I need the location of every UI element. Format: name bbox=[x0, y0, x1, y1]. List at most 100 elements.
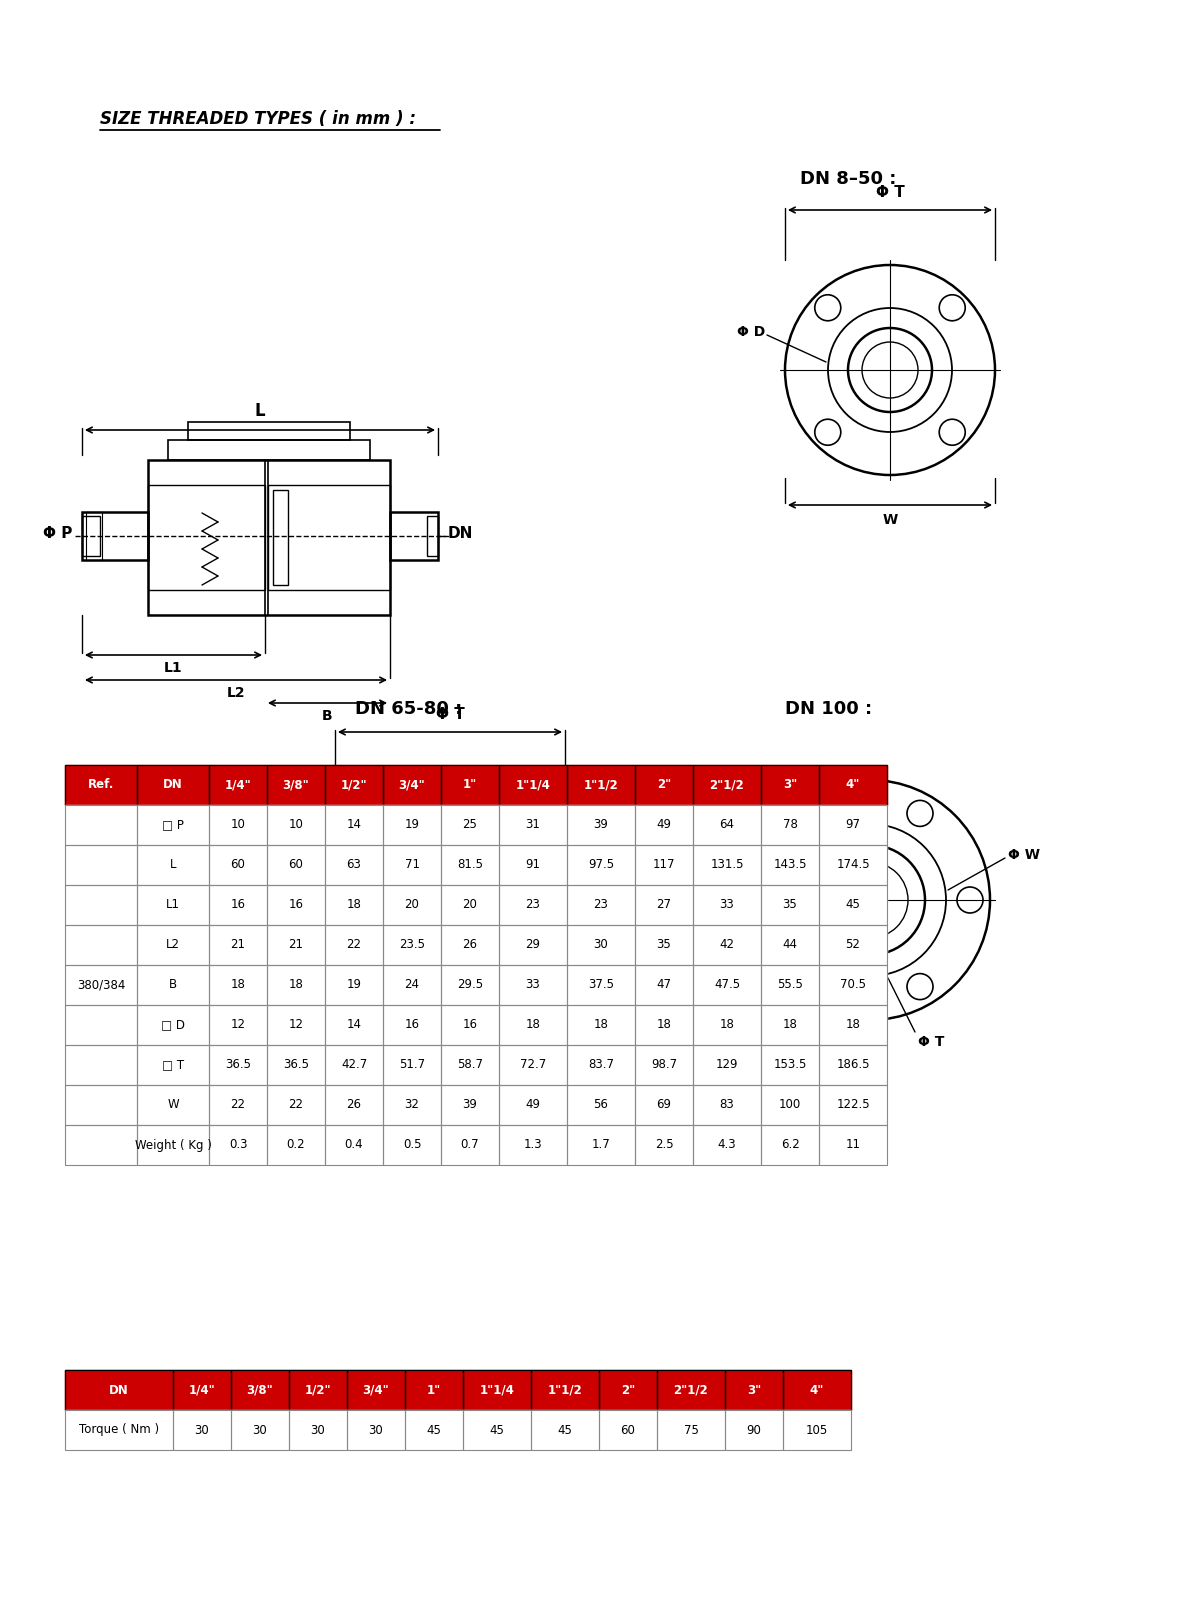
Bar bbox=[209, 1085, 266, 1125]
Bar bbox=[499, 1125, 568, 1165]
Bar bbox=[209, 1005, 266, 1045]
Bar bbox=[325, 965, 383, 1005]
Text: 18: 18 bbox=[720, 1019, 734, 1032]
Text: 25: 25 bbox=[462, 819, 478, 832]
Bar bbox=[635, 885, 694, 925]
Bar bbox=[499, 1045, 568, 1085]
Bar bbox=[65, 1125, 137, 1165]
Bar bbox=[137, 1005, 209, 1045]
Text: 19: 19 bbox=[347, 979, 361, 992]
Text: 49: 49 bbox=[656, 819, 672, 832]
Bar bbox=[499, 885, 568, 925]
Bar bbox=[65, 885, 137, 925]
Text: DN 100 :: DN 100 : bbox=[785, 701, 872, 718]
Bar bbox=[784, 1410, 851, 1450]
Bar bbox=[137, 885, 209, 925]
Bar bbox=[65, 1005, 137, 1045]
Bar bbox=[499, 1005, 568, 1045]
Text: 37.5: 37.5 bbox=[588, 979, 614, 992]
Bar bbox=[137, 765, 209, 805]
Bar bbox=[266, 1125, 325, 1165]
Bar bbox=[499, 965, 568, 1005]
Text: 2"1/2: 2"1/2 bbox=[673, 1384, 708, 1397]
Text: 33: 33 bbox=[526, 979, 540, 992]
Bar bbox=[818, 1045, 887, 1085]
Bar bbox=[347, 1410, 406, 1450]
Text: 47.5: 47.5 bbox=[714, 979, 740, 992]
Bar bbox=[266, 845, 325, 885]
Bar bbox=[725, 1370, 784, 1410]
Bar bbox=[390, 512, 438, 560]
Bar bbox=[442, 805, 499, 845]
Bar bbox=[65, 845, 137, 885]
Bar bbox=[383, 1045, 442, 1085]
Bar bbox=[442, 765, 499, 805]
Text: 117: 117 bbox=[653, 859, 676, 872]
Text: 18: 18 bbox=[594, 1019, 608, 1032]
Bar bbox=[325, 885, 383, 925]
Text: 1/4": 1/4" bbox=[224, 779, 251, 792]
Bar bbox=[137, 805, 209, 845]
Text: L1: L1 bbox=[166, 899, 180, 912]
Bar bbox=[694, 845, 761, 885]
Text: 1.3: 1.3 bbox=[523, 1139, 542, 1152]
Text: Φ D: Φ D bbox=[289, 843, 317, 858]
Bar bbox=[268, 485, 390, 590]
Bar bbox=[568, 845, 635, 885]
Text: 21: 21 bbox=[288, 939, 304, 952]
Bar bbox=[325, 1125, 383, 1165]
Bar bbox=[325, 1045, 383, 1085]
Text: 60: 60 bbox=[620, 1424, 636, 1437]
Text: 70.5: 70.5 bbox=[840, 979, 866, 992]
Text: 3/4": 3/4" bbox=[398, 779, 425, 792]
Text: 83: 83 bbox=[720, 1099, 734, 1112]
Bar bbox=[599, 1410, 658, 1450]
Bar bbox=[818, 765, 887, 805]
Bar bbox=[568, 1005, 635, 1045]
Text: 3": 3" bbox=[782, 779, 797, 792]
Bar bbox=[383, 1085, 442, 1125]
Bar bbox=[442, 965, 499, 1005]
Bar bbox=[568, 965, 635, 1005]
Text: 3": 3" bbox=[746, 1384, 761, 1397]
Bar bbox=[383, 845, 442, 885]
Bar bbox=[694, 925, 761, 965]
Text: W: W bbox=[167, 1099, 179, 1112]
Text: 10: 10 bbox=[288, 819, 304, 832]
Bar bbox=[658, 1370, 725, 1410]
Bar bbox=[463, 1370, 530, 1410]
Bar bbox=[383, 765, 442, 805]
Bar bbox=[347, 1410, 406, 1450]
Bar bbox=[761, 885, 818, 925]
Bar bbox=[761, 925, 818, 965]
Text: 23: 23 bbox=[594, 899, 608, 912]
Bar bbox=[325, 845, 383, 885]
Bar bbox=[694, 1085, 761, 1125]
Text: 0.2: 0.2 bbox=[287, 1139, 305, 1152]
Text: 6.2: 6.2 bbox=[781, 1139, 799, 1152]
Text: L: L bbox=[254, 402, 265, 419]
Bar bbox=[818, 885, 887, 925]
Text: 18: 18 bbox=[846, 1019, 860, 1032]
Text: 4": 4" bbox=[810, 1384, 824, 1397]
Text: 58.7: 58.7 bbox=[457, 1059, 482, 1072]
Text: 12: 12 bbox=[288, 1019, 304, 1032]
Bar bbox=[383, 1045, 442, 1085]
Text: 18: 18 bbox=[782, 1019, 798, 1032]
Text: 16: 16 bbox=[462, 1019, 478, 1032]
Bar bbox=[325, 1005, 383, 1045]
Bar bbox=[383, 845, 442, 885]
Text: 2": 2" bbox=[620, 1384, 635, 1397]
Bar bbox=[137, 845, 209, 885]
Bar bbox=[694, 805, 761, 845]
Bar bbox=[137, 1125, 209, 1165]
Bar bbox=[635, 965, 694, 1005]
Text: 0.5: 0.5 bbox=[403, 1139, 421, 1152]
Bar bbox=[266, 805, 325, 845]
Text: 36.5: 36.5 bbox=[283, 1059, 310, 1072]
Text: Φ T: Φ T bbox=[876, 186, 905, 200]
Bar bbox=[818, 925, 887, 965]
Text: Φ D: Φ D bbox=[737, 325, 766, 339]
Bar bbox=[266, 885, 325, 925]
Bar bbox=[499, 1085, 568, 1125]
